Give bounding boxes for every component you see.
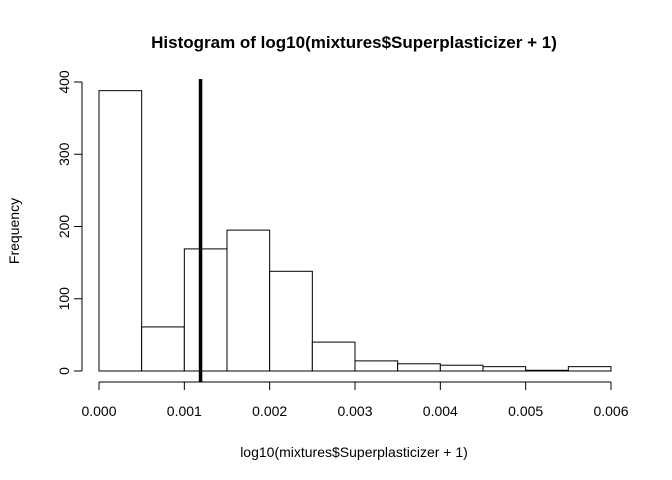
- x-tick-label: 0.004: [423, 403, 458, 419]
- y-tick-label: 100: [56, 287, 72, 311]
- y-axis-label: Frequency: [6, 198, 22, 264]
- histogram-bar: [141, 326, 185, 372]
- histogram-bar: [397, 363, 441, 372]
- x-tick-label: 0.003: [337, 403, 372, 419]
- chart-title: Histogram of log10(mixtures$Superplastic…: [151, 33, 557, 52]
- histogram-bar: [439, 364, 484, 372]
- y-tick-label: 300: [56, 142, 72, 166]
- histogram-bar: [525, 369, 569, 372]
- histogram-bar: [98, 90, 143, 372]
- histogram-bar: [311, 341, 356, 372]
- x-tick-label: 0.006: [593, 403, 628, 419]
- x-tick-label: 0.002: [252, 403, 287, 419]
- x-tick-label: 0.000: [81, 403, 116, 419]
- histogram-bars: [98, 90, 612, 372]
- y-tick-label: 200: [56, 215, 72, 239]
- y-tick-label: 400: [56, 70, 72, 94]
- histogram-bar: [567, 366, 612, 372]
- x-tick-label: 0.001: [167, 403, 202, 419]
- x-tick-label: 0.005: [508, 403, 543, 419]
- y-axis: 0 100 200 300 400: [56, 70, 83, 375]
- histogram-bar: [482, 366, 527, 372]
- histogram-bar: [183, 248, 228, 372]
- histogram-bar: [226, 229, 271, 372]
- x-axis-label: log10(mixtures$Superplasticizer + 1): [240, 444, 468, 460]
- y-tick-label: 0: [56, 367, 72, 375]
- x-axis: 0.000 0.001 0.002 0.003 0.004 0.005 0.006: [81, 381, 629, 419]
- histogram-bar: [269, 270, 313, 372]
- histogram-bar: [354, 360, 399, 372]
